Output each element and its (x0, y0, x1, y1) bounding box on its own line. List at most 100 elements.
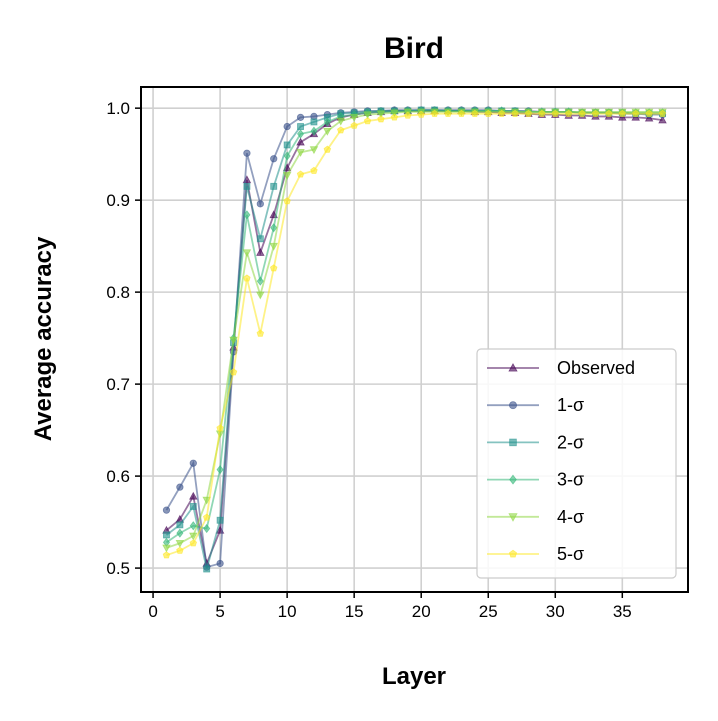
x-tick-label: 25 (479, 602, 498, 621)
legend-entry: 5-σ (487, 544, 584, 564)
plot-frame (140, 86, 689, 593)
data-point (349, 114, 359, 122)
data-point (242, 249, 252, 258)
x-tick-label: 30 (546, 602, 565, 621)
data-point (256, 329, 265, 337)
data-point (390, 113, 399, 121)
data-point (243, 149, 251, 157)
legend-box (476, 348, 677, 579)
data-point (310, 118, 318, 126)
data-point (296, 129, 305, 139)
data-point (243, 210, 251, 220)
x-tick-label: 15 (345, 602, 364, 621)
data-point (323, 127, 332, 136)
legend-label: 1-σ (557, 395, 584, 415)
legend: Observed 1-σ 2-σ 3-σ 4-σ 5-σ (476, 348, 677, 579)
data-point (270, 264, 278, 272)
data-point (229, 336, 238, 345)
data-point (337, 126, 345, 134)
data-point (202, 513, 211, 521)
data-point (283, 122, 291, 131)
data-point (309, 146, 319, 155)
series-layer (162, 106, 667, 573)
x-tick-label: 35 (613, 602, 632, 621)
data-point (189, 521, 197, 531)
data-point (189, 503, 197, 510)
data-point (430, 109, 439, 117)
data-point (256, 276, 264, 286)
data-point (444, 109, 452, 117)
legend-entry: 4-σ (487, 507, 584, 527)
data-point (511, 109, 519, 117)
data-point (283, 141, 291, 149)
data-point (270, 155, 278, 163)
data-point (363, 117, 372, 125)
x-axis: 0 5 10 15 20 25 30 35 (148, 592, 632, 621)
data-point (270, 223, 278, 233)
legend-label: 2-σ (557, 432, 584, 452)
data-point (256, 200, 264, 208)
data-point (296, 149, 305, 157)
data-point (282, 172, 292, 180)
y-tick-label: 0.5 (106, 559, 130, 578)
data-point (296, 170, 305, 178)
data-point (578, 109, 586, 117)
legend-label: 5-σ (557, 544, 584, 564)
data-point (524, 109, 533, 117)
data-point (189, 491, 198, 500)
data-point (243, 182, 251, 190)
data-point (323, 117, 331, 127)
data-point (310, 166, 318, 174)
data-point (256, 247, 265, 256)
data-point (176, 528, 184, 538)
data-point (350, 121, 358, 129)
data-point (176, 483, 184, 491)
data-point (564, 109, 573, 117)
data-point (243, 274, 251, 282)
x-tick-label: 5 (215, 602, 224, 621)
data-point (404, 111, 412, 119)
data-point (176, 521, 184, 529)
y-axis-label: Average accuracy (30, 236, 57, 441)
data-point (390, 109, 399, 118)
series-5-σ (162, 109, 667, 559)
legend-marker (508, 549, 518, 558)
legend-marker (509, 438, 517, 447)
y-tick-label: 0.6 (106, 467, 130, 486)
data-point (229, 368, 238, 376)
data-point (297, 123, 304, 130)
legend-label: 4-σ (557, 507, 584, 527)
data-point (283, 197, 291, 205)
data-point (457, 109, 466, 117)
chart-title: Bird (384, 32, 444, 65)
legend-marker (509, 401, 517, 410)
x-axis-label: Layer (382, 663, 446, 690)
data-point (216, 516, 224, 524)
data-point (270, 182, 278, 190)
data-point (336, 117, 346, 126)
legend-entry: 3-σ (487, 470, 584, 490)
data-point (162, 544, 171, 553)
legend-marker (508, 513, 518, 522)
data-point (256, 291, 265, 300)
data-point (538, 109, 546, 117)
legend-label: 3-σ (557, 470, 584, 490)
data-point (296, 137, 305, 146)
data-point (175, 539, 185, 548)
data-point (163, 531, 170, 539)
y-tick-label: 1.0 (106, 99, 130, 118)
data-point (216, 424, 224, 432)
x-tick-label: 0 (148, 602, 157, 621)
data-point (497, 109, 506, 117)
data-point (162, 506, 171, 514)
data-point (189, 532, 198, 541)
data-point (176, 546, 184, 554)
data-point (471, 109, 479, 117)
series-4-σ (162, 108, 667, 553)
data-point (658, 115, 667, 124)
legend-marker (508, 362, 518, 372)
data-point (283, 151, 291, 161)
data-point (484, 109, 492, 117)
data-point (256, 235, 264, 243)
